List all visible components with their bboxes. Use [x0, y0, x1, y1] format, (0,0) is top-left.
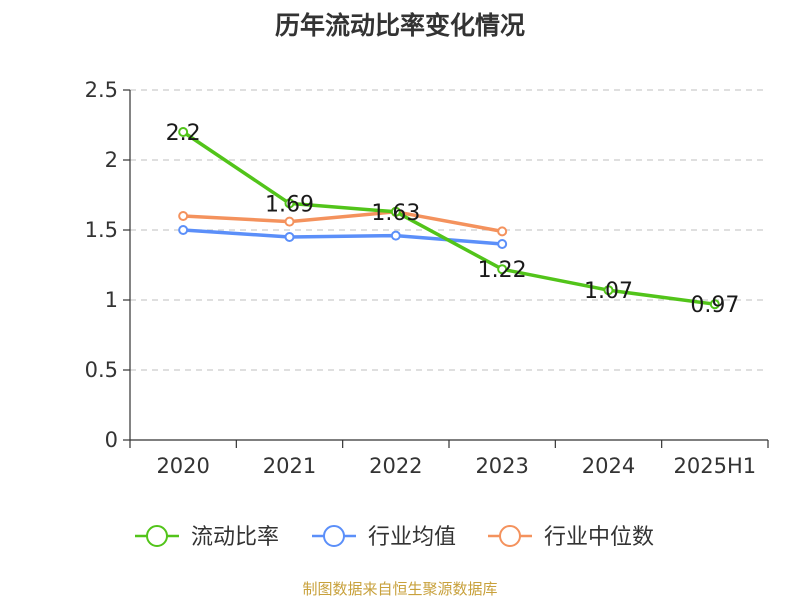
grid-lines	[130, 89, 768, 371]
x-tick-label: 2025H1	[674, 454, 757, 478]
data-label: 0.97	[690, 293, 739, 318]
data-point	[284, 216, 295, 227]
x-tick-label: 2022	[369, 454, 422, 478]
data-point	[284, 198, 295, 209]
data-label: 1.22	[478, 258, 527, 283]
series-line	[182, 130, 716, 306]
data-point	[603, 285, 614, 296]
legend-marker	[146, 525, 168, 547]
data-point	[178, 127, 189, 137]
data-point	[497, 226, 508, 237]
y-tick-label: 0	[105, 428, 118, 452]
data-point	[390, 206, 401, 217]
data-point	[178, 211, 189, 221]
data-point	[178, 225, 189, 235]
y-tick-label: 0.5	[85, 358, 118, 382]
series-line	[183, 210, 503, 234]
data-labels: 2.2 1.69 1.63 1.22 1.07 0.97	[166, 121, 740, 318]
y-tick-label: 2	[105, 148, 118, 172]
legend-item[interactable]: 行业均值	[312, 525, 456, 550]
legend-marker	[499, 525, 521, 547]
data-point	[497, 239, 508, 249]
y-tick-label: 1	[105, 288, 118, 312]
data-label: 1.07	[584, 279, 633, 304]
data-point	[709, 299, 720, 310]
chart-title: 历年流动比率变化情况	[274, 11, 525, 40]
legend-item[interactable]: 流动比率	[135, 525, 279, 550]
data-point	[284, 232, 295, 242]
y-tick-label: 2.5	[85, 78, 118, 102]
x-tick-label: 2024	[582, 454, 635, 478]
data-point	[497, 264, 508, 275]
legend-item[interactable]: 行业中位数	[488, 525, 654, 550]
legend-label: 流动比率	[191, 525, 279, 550]
legend: 流动比率 行业均值 行业中位数	[135, 525, 654, 550]
legend-label: 行业均值	[368, 525, 456, 550]
data-point	[390, 230, 401, 241]
legend-label: 行业中位数	[544, 525, 654, 550]
series-lines	[178, 127, 720, 310]
x-tick-label: 2020	[156, 454, 209, 478]
data-label: 1.63	[371, 201, 420, 226]
source-note: 制图数据来自恒生聚源数据库	[302, 580, 498, 598]
data-label: 1.69	[265, 192, 314, 217]
y-tick-label: 1.5	[85, 218, 118, 242]
x-tick-label: 2021	[263, 454, 316, 478]
data-label: 2.2	[166, 121, 201, 146]
legend-marker	[323, 525, 345, 547]
axes: 0 0.5 1 1.5 2 2.5 2020 2021 2022 2023 2024 2025H1	[85, 78, 769, 478]
x-tick-label: 2023	[475, 454, 528, 478]
